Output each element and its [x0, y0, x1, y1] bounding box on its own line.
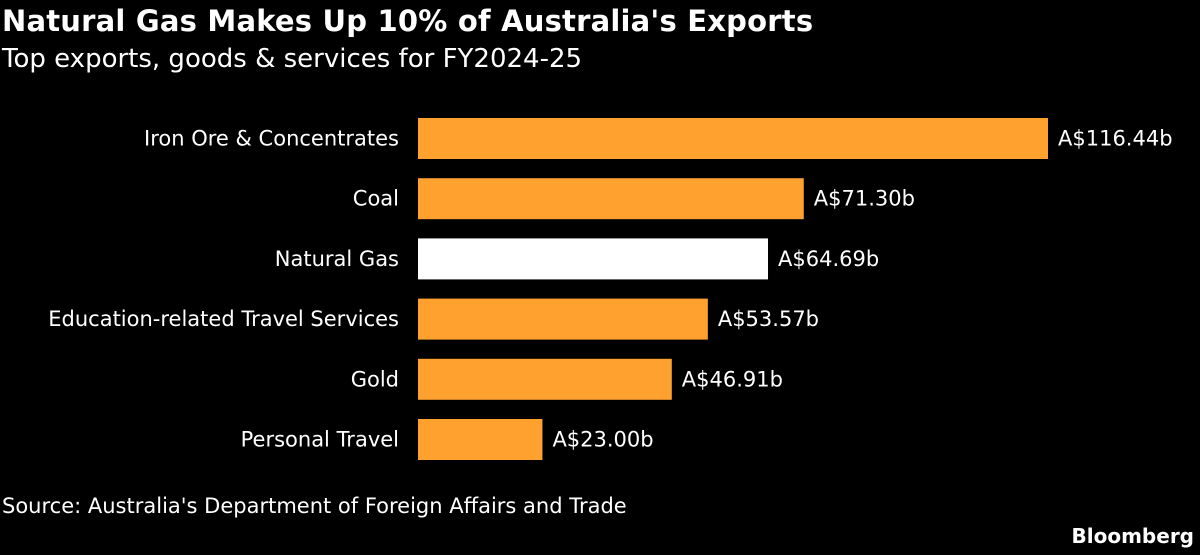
- category-label: Personal Travel: [241, 428, 399, 452]
- bar: [418, 419, 543, 460]
- bar: [418, 238, 769, 280]
- value-label: A$64.69b: [778, 247, 879, 271]
- value-label: A$53.57b: [718, 307, 819, 331]
- source-note: Source: Australia's Department of Foreig…: [2, 494, 627, 518]
- bar: [418, 358, 672, 400]
- bar: [418, 178, 804, 220]
- bar: [418, 298, 708, 340]
- value-label: A$116.44b: [1058, 127, 1173, 151]
- category-label: Coal: [353, 187, 399, 211]
- category-label: Iron Ore & Concentrates: [144, 127, 399, 151]
- value-label: A$23.00b: [552, 428, 653, 452]
- bloomberg-logo: Bloomberg: [1071, 524, 1194, 548]
- chart-subtitle: Top exports, goods & services for FY2024…: [2, 44, 583, 74]
- category-label: Natural Gas: [275, 247, 399, 271]
- category-label: Gold: [351, 367, 399, 391]
- category-label: Education-related Travel Services: [48, 307, 399, 331]
- bar-chart: Iron Ore & Concentrates A$116.44b Coal A$71…: [48, 118, 1173, 460]
- value-label: A$46.91b: [682, 367, 783, 391]
- chart-title: Natural Gas Makes Up 10% of Australia's …: [2, 4, 814, 38]
- value-label: A$71.30b: [814, 187, 915, 211]
- bar: [418, 118, 1048, 159]
